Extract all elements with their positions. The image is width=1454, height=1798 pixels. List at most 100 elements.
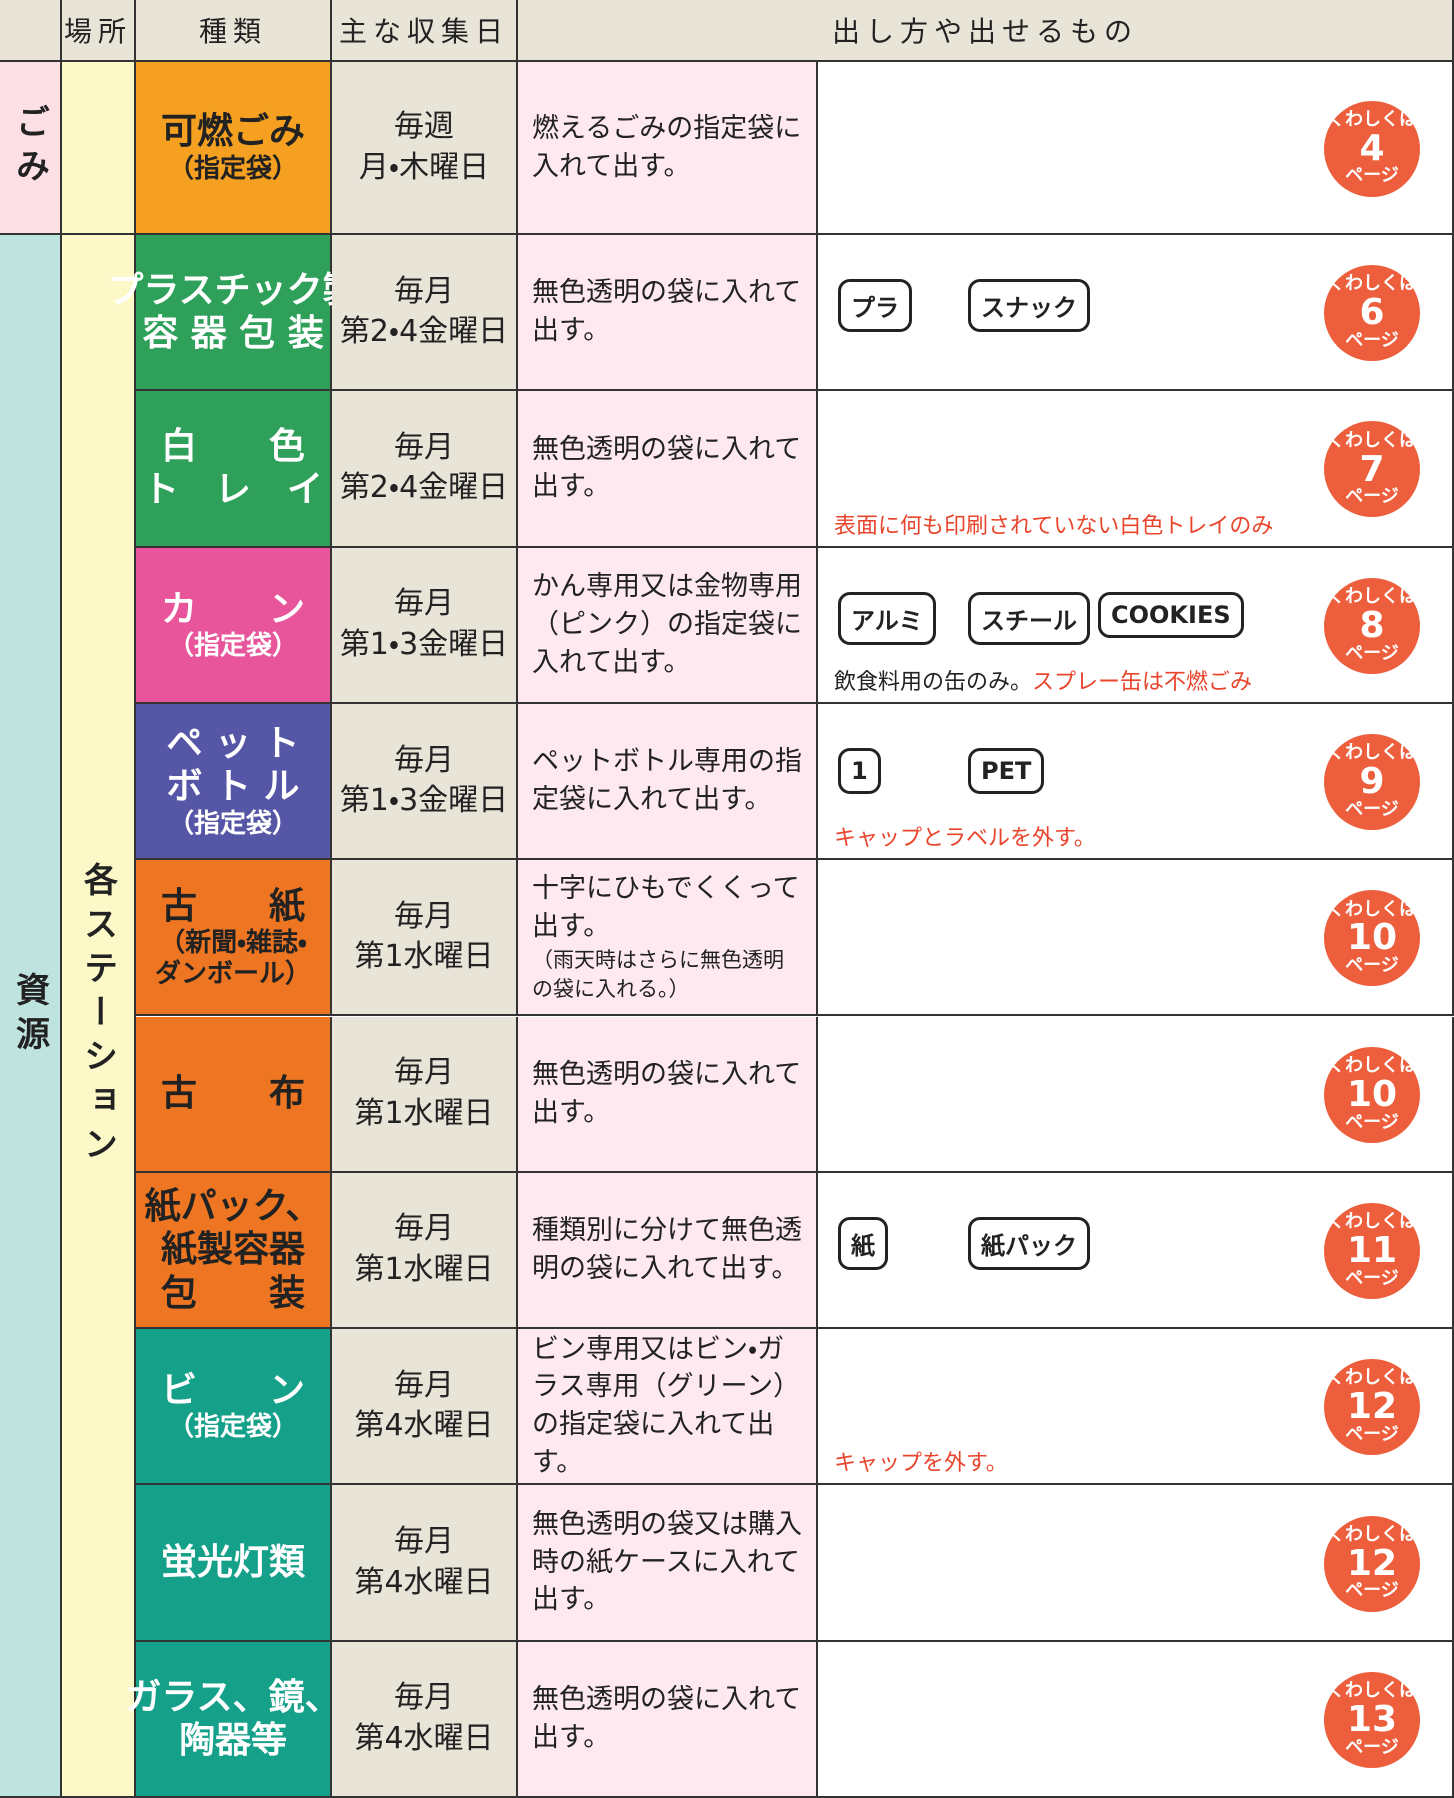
type-label: （指定袋） bbox=[167, 153, 298, 184]
day-label: 毎月 bbox=[394, 273, 454, 309]
method-cell: かん専用又は金物専用（ピンク）の指定袋に入れて出す。 bbox=[518, 547, 818, 704]
method-cell: 無色透明の袋に入れて出す。 bbox=[518, 391, 818, 548]
header-cell: 場所 bbox=[62, 0, 136, 62]
badge-page: 12 bbox=[1346, 1542, 1398, 1584]
badge-pre: くわしくは bbox=[1327, 1054, 1417, 1076]
header-cell: 種類 bbox=[136, 0, 332, 62]
method-text: 種類別に分けて無色透明の袋に入れて出す。 bbox=[532, 1215, 802, 1284]
page-badge: くわしくは 8 ページ bbox=[1324, 577, 1420, 674]
day-label: 第1・3金曜日 bbox=[339, 626, 509, 662]
method-cell: 燃えるごみの指定袋に入れて出す。 bbox=[518, 62, 818, 235]
note-text: キャップを外す。 bbox=[834, 1451, 1008, 1477]
type-cell: 紙パック、 紙製容器包 装 bbox=[136, 1172, 332, 1330]
image-cell: くわしくは 10 ページ bbox=[818, 1016, 1454, 1173]
type-cell: ペ ッ トボ ト ル（指定袋） bbox=[136, 703, 332, 861]
header-cell bbox=[0, 0, 62, 62]
day-label: 月・木曜日 bbox=[358, 149, 490, 185]
item-note: キャップとラベルを外す。 bbox=[834, 820, 1096, 852]
type-label: （指定袋） bbox=[167, 630, 298, 661]
note-text: 飲食料用の缶のみ。 bbox=[834, 669, 1033, 695]
badge-post: ページ bbox=[1345, 955, 1399, 977]
day-cell: 毎月 第2・4金曜日 bbox=[332, 391, 518, 548]
method-text: 燃えるごみの指定袋に入れて出す。 bbox=[532, 112, 802, 182]
header-cell: 主な収集日 bbox=[332, 0, 518, 62]
badge-post: ページ bbox=[1345, 798, 1399, 820]
method-cell: 無色透明の袋に入れて出す。 bbox=[518, 1016, 818, 1173]
type-label: 古 紙 bbox=[160, 885, 305, 927]
item-note: キャップを外す。 bbox=[834, 1445, 1008, 1477]
method-cell: ペットボトル専用の指定袋に入れて出す。 bbox=[518, 703, 818, 861]
badge-page: 8 bbox=[1359, 604, 1385, 646]
type-label: ペ ッ ト bbox=[166, 723, 300, 765]
item-icon: COOKIES bbox=[1098, 591, 1244, 638]
method-text: 無色透明の袋に入れて出す。 bbox=[532, 277, 802, 347]
day-cell: 毎月 第4水曜日 bbox=[332, 1329, 518, 1486]
type-label: 古 布 bbox=[160, 1073, 305, 1115]
item-icon: プラ bbox=[838, 279, 912, 333]
day-label: 毎月 bbox=[394, 586, 454, 622]
item-icon: 紙パック bbox=[968, 1216, 1090, 1270]
day-label: 毎月 bbox=[394, 1367, 454, 1403]
day-cell: 毎月 第4水曜日 bbox=[332, 1641, 518, 1798]
type-label: （新聞・雑誌・ bbox=[159, 927, 307, 958]
method-note: （雨天時はさらに無色透明の袋に入れる。） bbox=[532, 947, 784, 1002]
method-text: 十字にひもでくくって出す。 bbox=[532, 873, 800, 942]
type-cell: 蛍光灯類 bbox=[136, 1485, 332, 1642]
page-badge: くわしくは 12 ページ bbox=[1324, 1515, 1420, 1612]
badge-pre: くわしくは bbox=[1327, 273, 1417, 295]
badge-pre: くわしくは bbox=[1327, 1523, 1417, 1545]
note-text: キャップとラベルを外す。 bbox=[834, 826, 1096, 852]
page-badge: くわしくは 13 ページ bbox=[1324, 1671, 1420, 1768]
badge-page: 10 bbox=[1346, 1073, 1398, 1115]
type-cell: プラスチック製容 器 包 装 bbox=[107, 235, 359, 392]
page-badge: くわしくは 9 ページ bbox=[1324, 734, 1420, 831]
day-label: 第1水曜日 bbox=[354, 1095, 494, 1131]
page-badge: くわしくは 11 ページ bbox=[1324, 1202, 1420, 1299]
location-cell: 各ステーション bbox=[62, 235, 136, 1798]
day-cell: 毎月第1水曜日 bbox=[332, 1172, 518, 1330]
header-label: 出し方や出せるもの bbox=[831, 15, 1138, 48]
day-cell: 毎月第1水曜日 bbox=[332, 1016, 518, 1173]
header-label: 場所 bbox=[63, 15, 132, 48]
method-text: 無色透明の袋に入れて出す。 bbox=[532, 1684, 802, 1753]
method-cell: 無色透明の袋又は購入時の紙ケースに入れて出す。 bbox=[518, 1485, 818, 1642]
type-cell: ビ ン（指定袋） bbox=[136, 1329, 332, 1486]
group-label: ごみ bbox=[9, 103, 50, 192]
badge-pre: くわしくは bbox=[1327, 108, 1417, 130]
day-cell: 毎週 月・木曜日 bbox=[332, 62, 518, 235]
badge-pre: くわしくは bbox=[1327, 1367, 1417, 1389]
method-cell: ビン専用又はビン・ガラス専用（グリーン）の指定袋に入れて出す。 bbox=[518, 1329, 818, 1486]
day-cell: 毎月 第4水曜日 bbox=[332, 1485, 518, 1642]
day-label: 第1水曜日 bbox=[354, 1251, 494, 1287]
group-cell: 資源 bbox=[0, 235, 62, 1798]
header-label: 種類 bbox=[198, 15, 267, 48]
badge-pre: くわしくは bbox=[1327, 1211, 1417, 1233]
location-label: 各ステーション bbox=[77, 861, 118, 1170]
day-label: 毎月 bbox=[394, 1211, 454, 1247]
badge-pre: くわしくは bbox=[1327, 742, 1417, 764]
method-text: かん専用又は金物専用（ピンク）の指定袋に入れて出す。 bbox=[532, 571, 802, 678]
method-cell: 無色透明の袋に入れて出す。 bbox=[518, 235, 818, 392]
item-icon: アルミ bbox=[838, 591, 936, 645]
type-cell: カ ン（指定袋） bbox=[136, 547, 332, 704]
type-label: （指定袋） bbox=[167, 808, 298, 839]
badge-pre: くわしくは bbox=[1327, 585, 1417, 607]
image-cell: くわしくは 13 ページ bbox=[818, 1641, 1454, 1798]
item-icon: 1 bbox=[838, 748, 881, 795]
day-label: 毎月 bbox=[394, 742, 454, 778]
image-cell: 1 PET キャップとラベルを外す。 くわしくは 9 ページ bbox=[818, 703, 1454, 861]
page-badge: くわしくは 10 ページ bbox=[1324, 890, 1420, 987]
badge-post: ページ bbox=[1345, 642, 1399, 664]
badge-pre: くわしくは bbox=[1327, 898, 1417, 920]
day-label: 毎月 bbox=[394, 1055, 454, 1091]
badge-page: 12 bbox=[1346, 1386, 1398, 1428]
type-label: （指定袋） bbox=[167, 1412, 298, 1443]
type-label: 包 装 bbox=[160, 1272, 305, 1314]
badge-post: ページ bbox=[1345, 1580, 1399, 1602]
page-badge: くわしくは 4 ページ bbox=[1324, 100, 1420, 197]
badge-post: ページ bbox=[1345, 1111, 1399, 1133]
group-cell: ごみ bbox=[0, 62, 62, 235]
type-cell: ガラス、鏡、 陶器等 bbox=[125, 1641, 341, 1798]
method-text: ペットボトル専用の指定袋に入れて出す。 bbox=[532, 746, 802, 816]
day-label: 毎月 bbox=[394, 429, 454, 465]
